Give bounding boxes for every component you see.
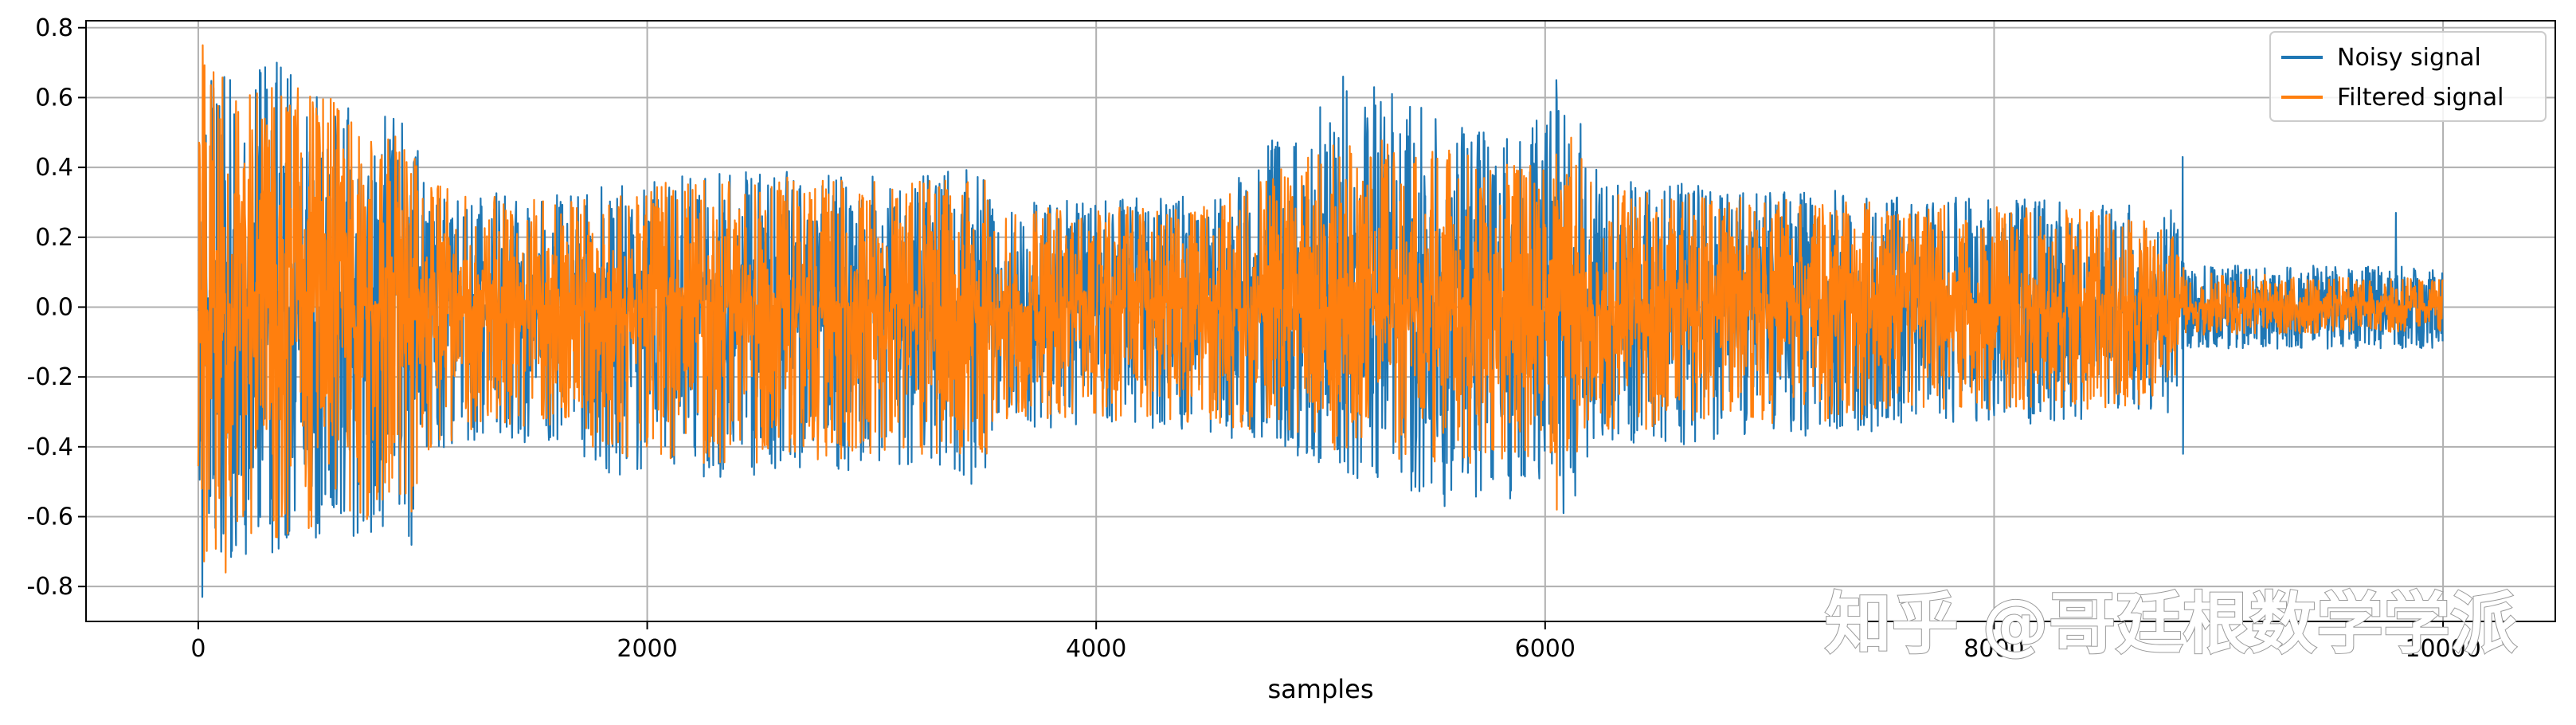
y-tick-label: -0.4 bbox=[26, 433, 73, 461]
y-tick-label: -0.6 bbox=[26, 503, 73, 531]
y-tick-label: 0.0 bbox=[35, 293, 73, 321]
series-group bbox=[197, 44, 2444, 598]
x-tick-label: 2000 bbox=[617, 635, 677, 663]
ticks: 0 2000 4000 6000 8000 10000 -0.8 -0.6 -0.4 -0.2 0.… bbox=[26, 14, 2480, 663]
y-tick-label: 0.8 bbox=[35, 14, 73, 42]
y-tick-label: 0.4 bbox=[35, 154, 73, 182]
y-tick-label: 0.2 bbox=[35, 224, 73, 252]
watermark: 知乎 @哥廷根数学学派 bbox=[1825, 585, 2517, 663]
y-tick-label: -0.8 bbox=[26, 573, 73, 601]
x-tick-label: 0 bbox=[190, 635, 206, 663]
legend: Noisy signal Filtered signal bbox=[2269, 31, 2547, 122]
x-tick-label: 4000 bbox=[1066, 635, 1126, 663]
legend-label: Filtered signal bbox=[2337, 84, 2504, 112]
x-axis-label: samples bbox=[1267, 674, 1373, 704]
plot-frame bbox=[85, 20, 2556, 622]
x-tick-label: 8000 bbox=[1963, 635, 2024, 663]
series-line-filtered bbox=[197, 44, 2444, 574]
legend-box bbox=[2269, 31, 2547, 122]
y-tick-label: 0.6 bbox=[35, 84, 73, 112]
x-tick-label: 6000 bbox=[1515, 635, 1576, 663]
x-tick-label: 10000 bbox=[2405, 635, 2480, 663]
y-tick-label: -0.2 bbox=[26, 363, 73, 391]
legend-label: Noisy signal bbox=[2337, 44, 2481, 72]
